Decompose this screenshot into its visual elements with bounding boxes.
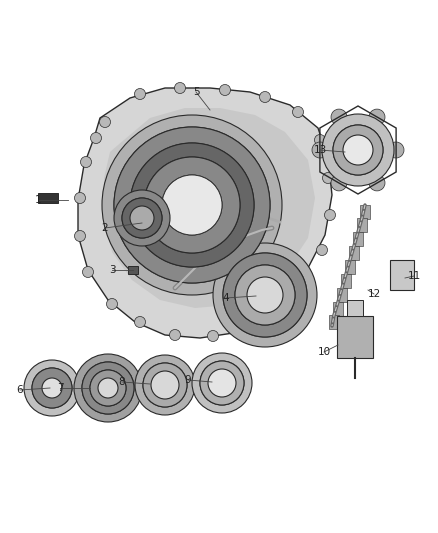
Circle shape [90,370,126,406]
Circle shape [208,369,236,397]
Text: 2: 2 [102,223,108,233]
Bar [349,246,359,260]
Circle shape [122,198,162,238]
Circle shape [331,175,347,191]
Circle shape [369,109,385,125]
Circle shape [235,265,295,325]
Circle shape [219,85,230,95]
Polygon shape [104,108,315,308]
Circle shape [213,243,317,347]
Circle shape [135,355,195,415]
Circle shape [134,88,145,100]
Text: 8: 8 [119,377,125,387]
Circle shape [333,125,383,175]
Circle shape [130,143,254,267]
Text: 13: 13 [313,145,327,155]
Circle shape [247,319,258,330]
Circle shape [81,157,92,167]
Circle shape [144,157,240,253]
Bar [390,260,414,290]
Bar [128,266,138,274]
Circle shape [122,198,162,238]
Circle shape [143,363,187,407]
Circle shape [331,109,347,125]
Bar [357,218,367,232]
Circle shape [134,317,145,327]
Circle shape [144,157,240,253]
Circle shape [143,363,187,407]
Circle shape [312,142,328,158]
Circle shape [91,133,102,143]
Circle shape [293,107,304,117]
Circle shape [322,114,394,186]
Circle shape [114,127,270,283]
Circle shape [259,92,271,102]
Circle shape [200,361,244,405]
Text: 6: 6 [17,385,23,395]
Circle shape [82,362,134,414]
Text: 10: 10 [318,347,331,357]
Circle shape [106,298,117,310]
Bar [337,316,373,358]
Bar [341,274,351,288]
Circle shape [343,135,373,165]
Circle shape [388,142,404,158]
Bar [360,205,370,219]
Circle shape [82,266,93,278]
Circle shape [223,253,307,337]
Circle shape [314,134,325,146]
Circle shape [322,173,333,183]
Circle shape [300,272,311,284]
Circle shape [74,192,85,204]
Bar [337,288,347,302]
Circle shape [32,368,72,408]
Circle shape [208,330,219,342]
Circle shape [130,143,254,267]
Circle shape [130,206,154,230]
Circle shape [333,125,383,175]
Text: 7: 7 [57,383,64,393]
Circle shape [200,361,244,405]
Circle shape [82,362,134,414]
Circle shape [32,368,72,408]
Circle shape [24,360,80,416]
Circle shape [114,127,270,283]
Circle shape [223,253,307,337]
Bar [333,302,343,316]
Circle shape [170,329,180,341]
Circle shape [42,378,62,398]
Bar [345,260,355,274]
Circle shape [151,371,179,399]
Text: 9: 9 [185,375,191,385]
Circle shape [74,230,85,241]
Circle shape [174,83,186,93]
Bar [353,232,363,246]
Circle shape [162,175,222,235]
Polygon shape [78,88,332,338]
Text: 4: 4 [223,293,230,303]
Text: 12: 12 [367,289,381,299]
Text: 3: 3 [109,265,115,275]
Circle shape [114,190,170,246]
Circle shape [276,300,287,311]
Text: 5: 5 [193,87,199,97]
Circle shape [74,354,142,422]
Text: 1: 1 [35,195,41,205]
Circle shape [162,175,222,235]
Bar [329,315,339,329]
Circle shape [98,378,118,398]
Bar [347,300,363,316]
Circle shape [317,245,328,255]
Circle shape [369,175,385,191]
Bar [38,193,58,203]
Text: 11: 11 [407,271,420,281]
Circle shape [325,209,336,221]
Circle shape [192,353,252,413]
Circle shape [102,115,282,295]
Circle shape [235,265,295,325]
Circle shape [90,370,126,406]
Circle shape [99,117,110,127]
Circle shape [247,277,283,313]
